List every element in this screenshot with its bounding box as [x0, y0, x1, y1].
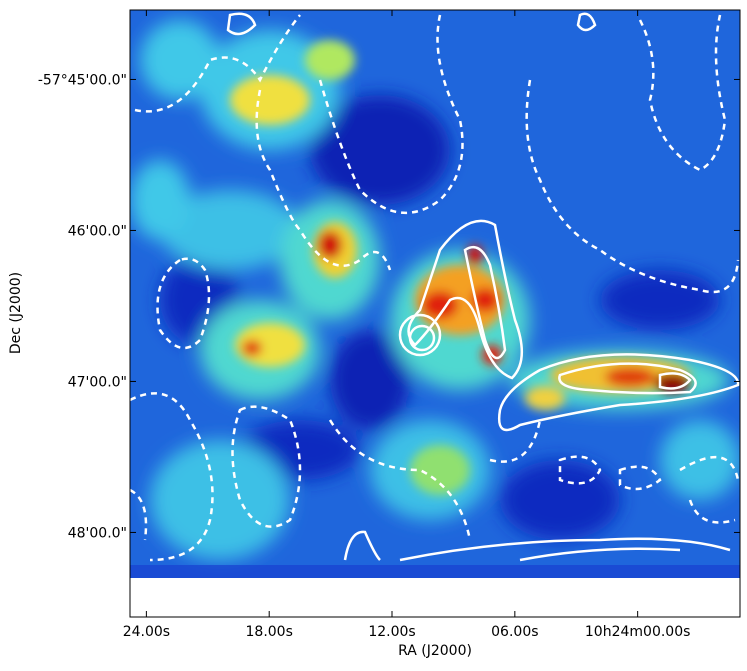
x-tick-label: 06.00s: [491, 624, 538, 640]
y-tick-label: 46'00.0": [68, 223, 127, 239]
x-tick-label: 18.00s: [246, 624, 293, 640]
x-tick-label: 24.00s: [123, 624, 170, 640]
y-axis-label: Dec (J2000): [8, 272, 24, 354]
x-axis-label: RA (J2000): [398, 643, 472, 659]
x-tick-label: 10h24m00.00s: [585, 624, 691, 640]
y-tick-label: -57°45'00.0": [38, 72, 127, 88]
plot-frame: [129, 9, 741, 618]
y-tick-label: 47'00.0": [68, 374, 127, 390]
contours: [129, 12, 740, 562]
intensity-map: [130, 10, 740, 578]
y-tick-label: 48'00.0": [68, 525, 127, 541]
x-tick-label: 12.00s: [368, 624, 415, 640]
axes: 24.00s 18.00s 12.00s 06.00s 10h24m00.00s -57°…: [38, 10, 740, 640]
